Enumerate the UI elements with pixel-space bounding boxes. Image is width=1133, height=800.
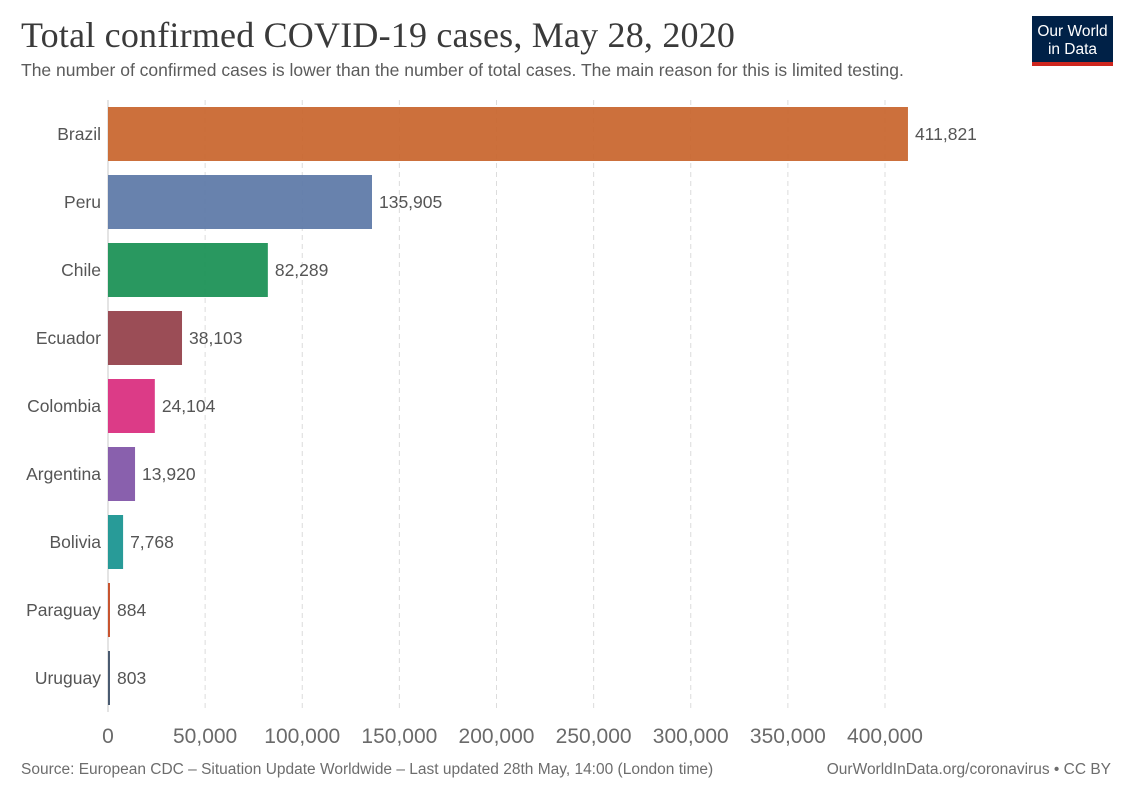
- bar-paraguay: [108, 583, 110, 637]
- value-label: 884: [117, 600, 146, 620]
- x-tick-label: 150,000: [361, 725, 437, 748]
- x-tick-label: 350,000: [750, 725, 826, 748]
- category-label: Uruguay: [35, 668, 101, 688]
- bar-chile: [108, 243, 268, 297]
- bar-peru: [108, 175, 372, 229]
- bar-bolivia: [108, 515, 124, 569]
- source-note: Source: European CDC – Situation Update …: [21, 761, 714, 778]
- value-label: 803: [117, 668, 146, 688]
- chart-subtitle: The number of confirmed cases is lower t…: [21, 60, 904, 80]
- credit-link[interactable]: OurWorldInData.org/coronavirus • CC BY: [826, 761, 1111, 778]
- category-label: Bolivia: [49, 532, 101, 552]
- category-label: Colombia: [27, 396, 101, 416]
- x-tick-label: 100,000: [264, 725, 340, 748]
- category-label: Brazil: [57, 124, 101, 144]
- x-tick-label: 300,000: [653, 725, 729, 748]
- category-label: Argentina: [26, 464, 101, 484]
- x-tick-label: 200,000: [459, 725, 535, 748]
- x-tick-label: 50,000: [173, 725, 237, 748]
- value-label: 24,104: [162, 396, 216, 416]
- value-label: 38,103: [189, 328, 243, 348]
- category-label: Chile: [61, 260, 101, 280]
- value-label: 7,768: [130, 532, 174, 552]
- bar-brazil: [108, 107, 908, 161]
- x-tick-label: 400,000: [847, 725, 923, 748]
- owid-logo[interactable]: Our World in Data: [1032, 16, 1113, 66]
- value-label: 411,821: [915, 124, 977, 144]
- value-label: 13,920: [142, 464, 196, 484]
- value-label: 82,289: [275, 260, 329, 280]
- x-tick-label: 250,000: [556, 725, 632, 748]
- bar-ecuador: [108, 311, 183, 365]
- category-label: Paraguay: [26, 600, 101, 620]
- category-label: Peru: [64, 192, 101, 212]
- bar-argentina: [108, 447, 136, 501]
- bar-colombia: [108, 379, 155, 433]
- x-tick-label: 0: [102, 725, 114, 748]
- value-label: 135,905: [379, 192, 442, 212]
- logo-line-1: Our World: [1037, 23, 1108, 40]
- bar-uruguay: [108, 651, 110, 705]
- category-label: Ecuador: [36, 328, 101, 348]
- logo-line-2: in Data: [1047, 41, 1098, 58]
- chart-title: Total confirmed COVID-19 cases, May 28, …: [21, 15, 736, 55]
